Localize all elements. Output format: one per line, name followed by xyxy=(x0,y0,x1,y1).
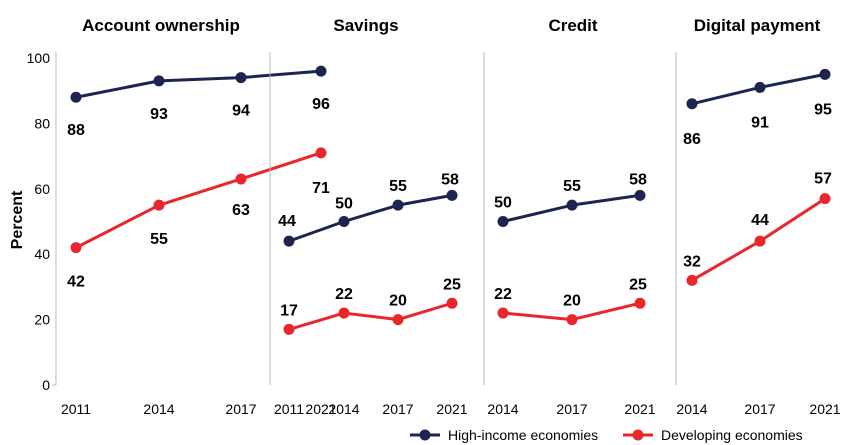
series-line-high xyxy=(75,69,322,99)
y-tick-label: 40 xyxy=(34,246,50,262)
data-point-high xyxy=(70,91,82,103)
data-label-developing: 42 xyxy=(67,274,85,291)
data-point-developing xyxy=(338,307,350,319)
data-point-developing xyxy=(392,314,404,326)
data-label-developing: 63 xyxy=(232,202,250,219)
legend-swatch-marker xyxy=(419,429,431,441)
data-label-high: 86 xyxy=(683,131,701,148)
data-label-high: 88 xyxy=(67,122,85,139)
x-tick-label: 2017 xyxy=(744,401,775,417)
data-label-high: 93 xyxy=(150,106,168,123)
x-tick-label: 2014 xyxy=(328,401,359,417)
data-label-developing: 20 xyxy=(563,293,581,310)
y-tick-label: 60 xyxy=(34,181,50,197)
data-point-developing xyxy=(634,297,646,309)
data-point-developing xyxy=(235,173,247,185)
data-label-high: 50 xyxy=(335,196,353,213)
data-label-high: 58 xyxy=(441,171,459,188)
panel-savings: Savings 2011 2014 2017 2021 44 50 55 58 17 22 20 25 xyxy=(269,16,468,417)
data-label-developing: 25 xyxy=(629,276,647,293)
data-point-high xyxy=(566,199,578,211)
data-label-developing: 44 xyxy=(751,212,769,229)
data-label-high: 58 xyxy=(629,171,647,188)
data-label-developing: 22 xyxy=(335,286,353,303)
data-point-developing xyxy=(497,307,509,319)
data-label-high: 96 xyxy=(312,96,330,113)
x-tick-label: 2014 xyxy=(487,401,518,417)
y-tick-label: 100 xyxy=(27,50,51,66)
data-label-high: 44 xyxy=(278,213,296,230)
legend-item-developing: Developing economies xyxy=(623,427,803,443)
data-label-high: 95 xyxy=(814,101,832,118)
legend-swatch-marker xyxy=(632,429,644,441)
data-label-developing: 17 xyxy=(280,302,298,319)
data-point-high xyxy=(686,98,698,110)
x-tick-label: 2017 xyxy=(382,401,413,417)
data-label-high: 55 xyxy=(389,178,407,195)
legend-label: Developing economies xyxy=(661,427,803,443)
panel-title: Credit xyxy=(548,16,597,35)
series-line-high xyxy=(288,193,453,243)
x-tick-label: 2021 xyxy=(436,401,467,417)
legend-item-high: High-income economies xyxy=(410,427,598,443)
y-tick-label: 20 xyxy=(34,312,50,328)
data-point-high xyxy=(497,216,509,227)
x-tick-label: 2017 xyxy=(556,401,587,417)
panel-title: Digital payment xyxy=(694,16,821,35)
data-point-developing xyxy=(754,235,766,247)
legend: High-income economies Developing economie… xyxy=(410,427,803,443)
data-point-developing xyxy=(70,242,82,254)
data-label-developing: 20 xyxy=(389,293,407,310)
series-line-developing xyxy=(75,151,322,249)
data-point-high xyxy=(819,68,831,80)
panel-title: Savings xyxy=(333,16,398,35)
y-tick-label: 0 xyxy=(42,377,50,393)
panel-digital-payment: Digital payment 2014 2017 2021 86 91 95 32 44 57 xyxy=(675,16,841,417)
data-label-developing: 55 xyxy=(150,231,168,248)
panel-account-ownership: Account ownership 2011 2014 2017 2021 88 93 94 9… xyxy=(52,16,337,417)
data-point-developing xyxy=(686,274,698,286)
y-tick-label: 80 xyxy=(34,115,50,131)
legend-label: High-income economies xyxy=(448,427,598,443)
x-tick-label: 2021 xyxy=(624,401,655,417)
data-label-high: 91 xyxy=(751,114,769,131)
data-label-high: 50 xyxy=(494,195,512,212)
y-axis-label: Percent xyxy=(9,190,26,249)
x-tick-label: 2021 xyxy=(809,401,840,417)
data-point-high xyxy=(338,216,350,227)
x-tick-label: 2011 xyxy=(274,401,304,417)
data-point-developing xyxy=(283,323,295,335)
data-point-high xyxy=(153,75,165,87)
data-point-developing xyxy=(819,193,831,205)
data-point-high xyxy=(283,235,295,247)
x-tick-label: 2014 xyxy=(676,401,707,417)
x-tick-label: 2014 xyxy=(143,401,174,417)
x-tick-label: 2011 xyxy=(61,401,91,417)
x-tick-label: 2021 xyxy=(305,401,336,417)
data-point-high xyxy=(392,199,404,211)
data-label-developing: 22 xyxy=(494,286,512,303)
data-label-developing: 32 xyxy=(683,253,701,270)
x-tick-label: 2017 xyxy=(225,401,256,417)
data-label-developing: 71 xyxy=(312,180,330,197)
panel-title: Account ownership xyxy=(82,16,240,35)
data-label-high: 94 xyxy=(232,103,250,120)
data-point-high xyxy=(235,72,247,84)
data-point-developing xyxy=(446,297,458,309)
panel-credit: Credit 2014 2017 2021 50 55 58 22 20 25 xyxy=(483,16,656,417)
data-point-developing xyxy=(566,314,578,326)
data-point-developing xyxy=(315,147,327,159)
data-label-developing: 25 xyxy=(443,276,461,293)
data-point-high xyxy=(446,189,458,201)
data-point-developing xyxy=(153,199,165,211)
series-line-developing xyxy=(288,301,453,331)
data-label-developing: 57 xyxy=(814,171,832,188)
data-point-high xyxy=(634,189,646,201)
data-point-high xyxy=(315,65,327,77)
data-point-high xyxy=(754,81,766,93)
data-label-high: 55 xyxy=(563,178,581,195)
